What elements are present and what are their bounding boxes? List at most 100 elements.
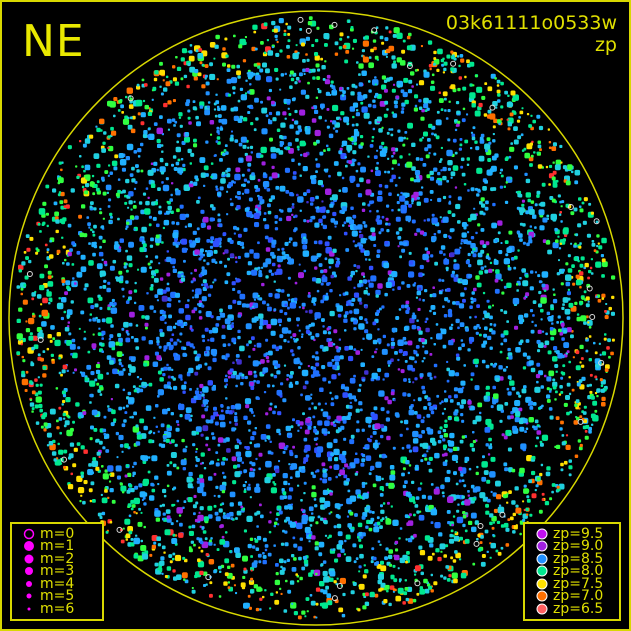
- star-marker: [286, 293, 290, 297]
- star-marker: [452, 56, 455, 60]
- star-marker: [224, 264, 227, 268]
- star-marker: [607, 338, 611, 343]
- star-marker: [140, 385, 143, 388]
- star-marker: [518, 116, 521, 119]
- star-marker: [254, 486, 261, 493]
- star-marker: [287, 142, 292, 147]
- star-marker: [156, 355, 162, 361]
- star-marker: [222, 457, 226, 461]
- star-marker: [575, 416, 580, 421]
- star-marker: [118, 153, 124, 159]
- star-marker: [377, 328, 380, 331]
- star-marker: [330, 84, 334, 88]
- star-marker: [461, 435, 466, 439]
- star-marker: [75, 165, 78, 168]
- star-marker: [109, 334, 114, 339]
- star-marker: [378, 342, 381, 345]
- star-marker: [94, 378, 98, 382]
- star-marker: [210, 460, 215, 465]
- star-marker: [106, 287, 111, 293]
- star-marker: [74, 282, 77, 285]
- star-marker: [205, 140, 209, 144]
- star-marker: [284, 241, 289, 246]
- star-marker: [473, 287, 477, 292]
- star-marker: [338, 150, 343, 155]
- star-marker: [392, 159, 397, 165]
- star-marker: [226, 513, 231, 518]
- star-marker: [375, 461, 382, 468]
- star-marker: [328, 380, 331, 384]
- star-marker: [538, 209, 545, 216]
- star-marker: [140, 511, 143, 514]
- star-marker: [507, 518, 511, 521]
- star-marker: [159, 377, 164, 382]
- star-marker: [192, 230, 197, 235]
- star-marker: [563, 342, 570, 348]
- star-marker: [160, 423, 165, 428]
- star-marker: [604, 310, 607, 313]
- star-marker: [472, 562, 476, 566]
- star-marker: [346, 87, 350, 90]
- star-marker: [448, 235, 451, 238]
- star-marker: [480, 249, 485, 254]
- star-marker: [357, 193, 363, 198]
- star-marker: [135, 512, 138, 515]
- star-marker: [135, 424, 139, 428]
- star-marker: [364, 318, 368, 322]
- star-marker: [553, 346, 558, 351]
- star-marker: [343, 474, 348, 479]
- star-marker: [423, 97, 429, 104]
- star-marker: [125, 404, 129, 408]
- star-marker: [193, 494, 197, 498]
- star-marker: [476, 167, 483, 174]
- star-marker: [149, 266, 152, 269]
- star-marker: [249, 145, 254, 149]
- star-marker: [408, 380, 411, 383]
- star-marker: [230, 134, 234, 138]
- star-marker: [315, 333, 320, 338]
- star-marker: [551, 322, 554, 325]
- star-marker: [389, 465, 395, 470]
- star-marker: [423, 406, 427, 410]
- star-marker: [166, 470, 172, 476]
- star-marker: [369, 591, 375, 597]
- star-marker: [82, 411, 87, 415]
- star-marker: [403, 591, 408, 596]
- star-marker: [288, 435, 292, 439]
- star-marker: [153, 77, 158, 82]
- star-marker: [240, 382, 244, 386]
- star-marker: [570, 334, 574, 339]
- star-marker: [188, 121, 192, 125]
- star-marker: [507, 127, 511, 131]
- star-marker: [298, 366, 301, 369]
- star-marker: [560, 420, 564, 425]
- star-marker: [554, 227, 558, 232]
- star-marker: [195, 458, 200, 462]
- star-marker: [250, 577, 254, 581]
- star-marker: [63, 417, 66, 420]
- star-marker: [317, 88, 320, 91]
- star-marker: [363, 112, 370, 119]
- star-marker: [135, 164, 139, 168]
- star-marker: [483, 395, 488, 400]
- star-marker: [342, 419, 347, 424]
- star-marker: [384, 455, 388, 458]
- star-marker: [99, 386, 104, 391]
- star-marker: [78, 214, 82, 219]
- star-marker: [221, 118, 228, 125]
- star-marker: [370, 275, 377, 282]
- star-marker: [59, 200, 64, 205]
- star-marker: [345, 534, 351, 540]
- star-marker: [159, 166, 166, 173]
- star-marker: [99, 286, 103, 289]
- star-marker: [433, 57, 437, 60]
- star-marker: [151, 455, 158, 462]
- star-marker: [279, 88, 282, 91]
- star-marker: [392, 34, 397, 38]
- star-marker: [311, 512, 314, 515]
- star-marker: [71, 263, 75, 266]
- star-marker: [430, 254, 434, 258]
- star-marker: [217, 192, 222, 197]
- star-marker: [198, 48, 203, 52]
- star-marker: [118, 337, 123, 343]
